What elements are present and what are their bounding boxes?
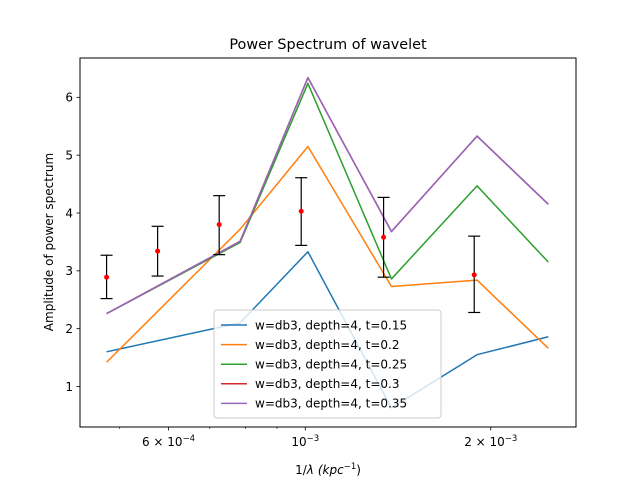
chart-title: Power Spectrum of wavelet	[229, 37, 427, 53]
errorbar-1	[151, 225, 164, 277]
x-axis: 6 × 10−4 10−3 2 × 10−3	[119, 427, 517, 449]
x-tick-label: 10−3	[291, 434, 319, 449]
errorbar-point	[381, 234, 387, 240]
legend-item-0: w=db3, depth=4, t=0.15	[221, 318, 407, 332]
legend-label: w=db3, depth=4, t=0.25	[255, 358, 407, 372]
x-axis-label: 1/λ (kpc−1)	[295, 462, 361, 477]
x-tick-label: 2 × 10−3	[464, 434, 517, 449]
x-tick-label: 6 × 10−4	[142, 434, 195, 449]
x-axis-label-close: )	[356, 463, 361, 477]
legend-label: w=db3, depth=4, t=0.15	[255, 318, 407, 332]
errorbar-3	[295, 177, 308, 246]
errorbar-4	[377, 196, 390, 278]
x-axis-label-exponent: −1	[344, 462, 357, 472]
errorbar-0	[100, 254, 113, 300]
errorbar-5	[468, 235, 481, 314]
y-tick-label: 3	[65, 264, 73, 278]
legend-label: w=db3, depth=4, t=0.35	[255, 397, 407, 411]
errorbar-2	[213, 195, 226, 256]
y-axis-label: Amplitude of power spectrum	[42, 153, 56, 331]
x-axis-label-units: (kpc	[318, 463, 344, 477]
y-tick-label: 6	[65, 91, 73, 105]
errorbar-point	[216, 222, 222, 228]
errorbar-layer	[100, 177, 481, 314]
errorbar-point	[155, 248, 161, 254]
y-tick-label: 1	[65, 380, 73, 394]
errorbar-point	[104, 274, 110, 280]
x-axis-label-lambda: λ	[306, 463, 314, 477]
y-axis: 1 2 3 4 5 6	[65, 91, 80, 394]
y-tick-label: 2	[65, 322, 73, 336]
errorbar-point	[298, 208, 304, 214]
legend-label: w=db3, depth=4, t=0.3	[255, 377, 399, 391]
x-axis-label-prefix: 1/	[295, 463, 308, 477]
legend-item-2: w=db3, depth=4, t=0.25	[221, 358, 407, 372]
y-tick-label: 5	[65, 148, 73, 162]
y-tick-label: 4	[65, 206, 73, 220]
series-line-1	[106, 145, 549, 363]
series-line-4	[106, 76, 549, 315]
legend-label: w=db3, depth=4, t=0.2	[255, 338, 399, 352]
errorbar-point	[471, 272, 477, 278]
legend-item-3: w=db3, depth=4, t=0.3	[221, 377, 399, 391]
legend-box	[213, 309, 442, 419]
legend-item-4: w=db3, depth=4, t=0.35	[221, 397, 407, 411]
plot-frame	[79, 57, 577, 428]
legend: w=db3, depth=4, t=0.15 w=db3, depth=4, t=…	[213, 309, 442, 419]
legend-item-1: w=db3, depth=4, t=0.2	[221, 338, 399, 352]
